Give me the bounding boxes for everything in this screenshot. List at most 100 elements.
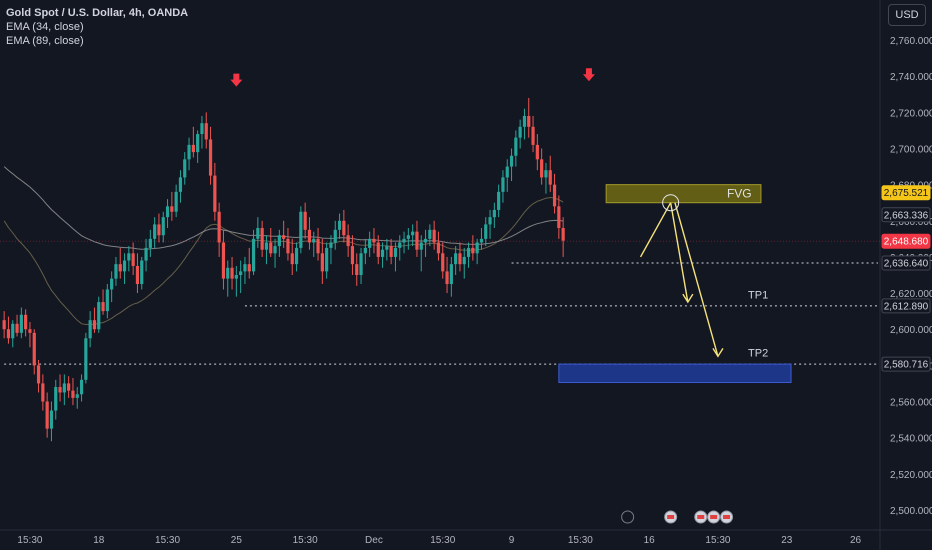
currency-button[interactable]: USD bbox=[888, 4, 926, 26]
price-axis-label-bg bbox=[881, 255, 931, 271]
x-tick-label: 15:30 bbox=[155, 535, 180, 546]
candle-body bbox=[419, 242, 423, 250]
fvg-zone bbox=[605, 184, 762, 204]
candle-body bbox=[101, 302, 105, 312]
target-label: TP1 bbox=[748, 289, 768, 301]
ema34-line bbox=[3, 196, 564, 326]
candle-body bbox=[423, 238, 428, 243]
candle-body bbox=[372, 238, 376, 243]
candle-body bbox=[148, 238, 152, 248]
price-axis-label: 2,580.716 bbox=[884, 360, 929, 371]
candle-body bbox=[509, 155, 514, 167]
candle-body bbox=[333, 229, 337, 243]
candle-body bbox=[531, 126, 535, 145]
x-tick-label: 15:30 bbox=[17, 535, 42, 546]
candle-body bbox=[135, 265, 140, 285]
x-tick-label: 15:30 bbox=[705, 535, 730, 546]
price-axis-label: 2,636.640 bbox=[884, 259, 929, 270]
candle-body bbox=[325, 247, 329, 272]
candle-body bbox=[329, 242, 333, 248]
candle-body bbox=[350, 246, 355, 265]
candle-body bbox=[196, 134, 200, 153]
candle-body bbox=[307, 229, 312, 243]
event-flag-stripe bbox=[667, 515, 675, 519]
symbol-title[interactable]: Gold Spot / U.S. Dollar, 4h, OANDA bbox=[6, 7, 189, 19]
candle-body bbox=[475, 242, 479, 254]
price-axis-label: 2,663.336 bbox=[884, 210, 929, 221]
candle-body bbox=[144, 247, 148, 261]
candle-body bbox=[514, 137, 518, 156]
x-tick-label: Dec bbox=[365, 535, 383, 546]
candle-body bbox=[11, 323, 15, 339]
candle-body bbox=[178, 177, 183, 192]
candle-body bbox=[312, 238, 316, 243]
candle-body bbox=[497, 191, 501, 210]
candle-body bbox=[24, 314, 28, 330]
candle-body bbox=[187, 144, 191, 160]
candle-body bbox=[505, 166, 509, 178]
candle-body bbox=[544, 170, 548, 178]
candle-body bbox=[398, 242, 402, 248]
y-tick-label: 2,620.000 bbox=[890, 289, 932, 300]
candle-body bbox=[492, 209, 496, 218]
y-tick-label: 2,520.000 bbox=[890, 470, 932, 481]
candle-body bbox=[286, 238, 290, 254]
candle-body bbox=[243, 264, 247, 272]
ema34-legend[interactable]: EMA (34, close) bbox=[6, 21, 84, 33]
candle-body bbox=[406, 235, 410, 239]
candle-body bbox=[466, 247, 471, 257]
candle-body bbox=[226, 267, 230, 279]
candle-body bbox=[380, 249, 385, 257]
candle-body bbox=[342, 220, 346, 236]
price-axis-label: 2,612.890 bbox=[884, 301, 929, 312]
price-axis-label: 2,648.680 bbox=[884, 237, 929, 248]
candle-body bbox=[454, 253, 458, 265]
candle-body bbox=[97, 302, 101, 330]
event-lightning-icon bbox=[621, 510, 635, 524]
candle-body bbox=[32, 332, 36, 366]
candle-body bbox=[118, 264, 122, 272]
x-tick-label: 15:30 bbox=[293, 535, 318, 546]
candle-body bbox=[320, 253, 324, 272]
candle-body bbox=[234, 275, 238, 279]
target-label: TP2 bbox=[748, 347, 768, 359]
candle-body bbox=[441, 253, 445, 272]
candle-body bbox=[260, 228, 264, 250]
projection-up bbox=[639, 202, 672, 258]
candle-body bbox=[28, 329, 32, 333]
event-flag-stripe bbox=[710, 515, 718, 519]
candle-body bbox=[92, 320, 97, 330]
candle-body bbox=[488, 217, 492, 225]
x-tick-label: 15:30 bbox=[430, 535, 455, 546]
candle-body bbox=[110, 278, 114, 290]
candle-body bbox=[200, 123, 204, 135]
price-axis-label-bg bbox=[881, 207, 931, 223]
candle-body bbox=[393, 247, 398, 257]
candle-body bbox=[548, 170, 552, 185]
candle-body bbox=[140, 260, 144, 285]
candle-body bbox=[247, 264, 251, 272]
candle-body bbox=[368, 238, 372, 248]
x-tick-label: 18 bbox=[93, 535, 105, 546]
candle-body bbox=[19, 314, 23, 333]
candle-body bbox=[79, 379, 84, 395]
candle-body bbox=[290, 253, 294, 265]
x-tick-label: 15:30 bbox=[568, 535, 593, 546]
candle-body bbox=[411, 231, 415, 236]
candle-body bbox=[337, 220, 342, 230]
ema89-legend[interactable]: EMA (89, close) bbox=[6, 35, 84, 47]
candle-body bbox=[183, 159, 187, 178]
candle-body bbox=[208, 139, 213, 176]
candle-body bbox=[15, 323, 19, 333]
price-axis-label-bg bbox=[881, 185, 931, 201]
projection-to-tp1 bbox=[669, 202, 689, 303]
x-tick-label: 23 bbox=[781, 535, 793, 546]
candle-body bbox=[62, 383, 66, 393]
candle-body bbox=[436, 242, 441, 254]
candle-body bbox=[359, 253, 363, 275]
candle-body bbox=[445, 271, 449, 285]
price-axis-label: 2,675.521 bbox=[884, 188, 929, 199]
candle-body bbox=[561, 228, 565, 241]
